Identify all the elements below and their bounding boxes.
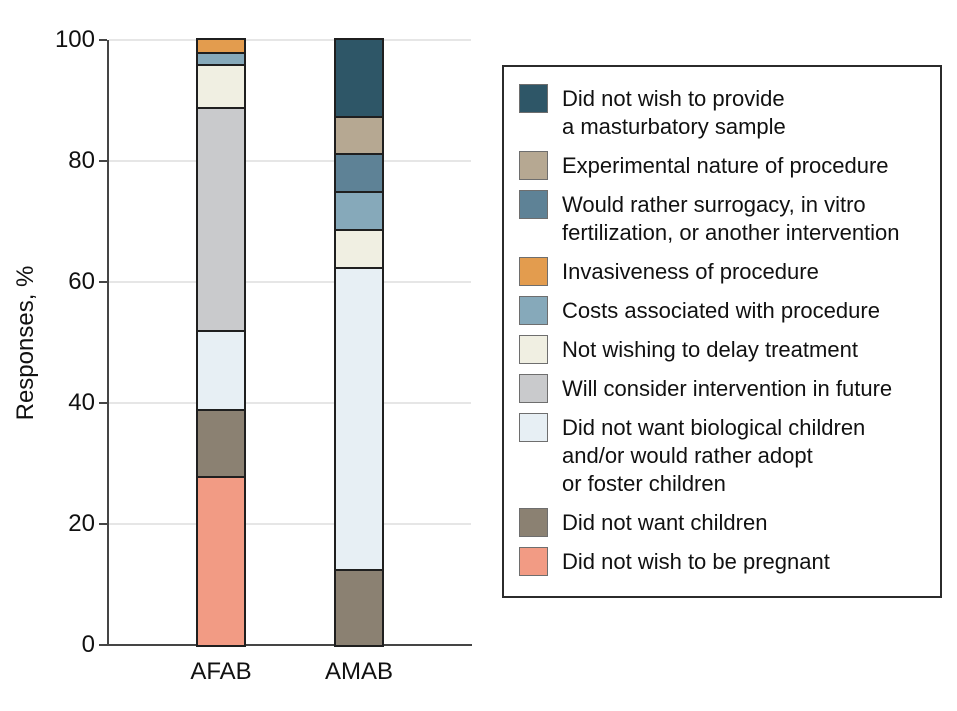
y-tick-mark [99, 523, 107, 525]
y-axis-line [107, 40, 109, 646]
legend-label-line: Costs associated with procedure [562, 298, 880, 323]
legend-item: Did not wish to be pregnant [519, 547, 932, 576]
bar-segment [198, 64, 244, 107]
legend-label: Costs associated with procedure [562, 296, 880, 325]
legend-swatch [519, 547, 548, 576]
legend-label-line: Not wishing to delay treatment [562, 337, 858, 362]
bar-segment [336, 191, 382, 230]
gridline [109, 523, 471, 525]
bar-segment [336, 229, 382, 267]
y-tick-label: 80 [68, 147, 95, 174]
legend-item: Would rather surrogacy, in vitro fertiliz… [519, 190, 932, 247]
bar-segment [336, 40, 382, 116]
gridline [109, 402, 471, 404]
bar-segment [336, 266, 382, 570]
legend-label-line: fertilization, or another intervention [562, 220, 900, 245]
legend-swatch [519, 84, 548, 113]
legend-label-line: and/or would rather adopt [562, 443, 813, 468]
y-tick-mark [99, 402, 107, 404]
y-tick-label: 20 [68, 510, 95, 537]
legend-label-line: Did not wish to provide [562, 86, 785, 111]
legend-label: Not wishing to delay treatment [562, 335, 858, 364]
legend-swatch [519, 151, 548, 180]
legend-item: Costs associated with procedure [519, 296, 932, 325]
legend-swatch [519, 257, 548, 286]
bar-segment [198, 330, 244, 410]
legend-label: Did not wish to provide a masturbatory sa… [562, 84, 786, 141]
bar-segment [198, 409, 244, 476]
legend-item: Invasiveness of procedure [519, 257, 932, 286]
bar-segment [198, 52, 244, 65]
legend-item: Did not want biological children and/or w… [519, 413, 932, 498]
legend-label-line: Did not wish to be pregnant [562, 549, 830, 574]
legend-label: Will consider intervention in future [562, 374, 892, 403]
y-tick-label: 100 [54, 26, 95, 53]
y-tick-mark [99, 39, 107, 41]
y-tick-mark [99, 644, 107, 646]
legend-label-line: Invasiveness of procedure [562, 259, 819, 284]
y-tick-mark [99, 281, 107, 283]
legend-swatch [519, 374, 548, 403]
legend-label: Would rather surrogacy, in vitro fertiliz… [562, 190, 900, 247]
legend-label-line: Did not want biological children [562, 415, 866, 440]
legend-item: Did not wish to provide a masturbatory sa… [519, 84, 932, 141]
gridline [109, 39, 471, 41]
legend-label-line: or foster children [562, 471, 726, 496]
bar-amab [334, 38, 384, 647]
legend-label: Did not wish to be pregnant [562, 547, 830, 576]
legend-swatch [519, 508, 548, 537]
legend-swatch [519, 190, 548, 219]
legend-item: Experimental nature of procedure [519, 151, 932, 180]
legend-swatch [519, 296, 548, 325]
legend-label: Experimental nature of procedure [562, 151, 889, 180]
legend-label-line: Experimental nature of procedure [562, 153, 889, 178]
legend-label: Did not want biological children and/or w… [562, 413, 865, 498]
gridline [109, 281, 471, 283]
legend-label-line: Would rather surrogacy, in vitro [562, 192, 866, 217]
y-tick-label: 40 [68, 389, 95, 416]
legend-swatch [519, 413, 548, 442]
y-tick-mark [99, 160, 107, 162]
legend-box: Did not wish to provide a masturbatory sa… [502, 65, 942, 598]
legend-label: Did not want children [562, 508, 767, 537]
legend-label-line: Did not want children [562, 510, 768, 535]
x-category-label: AMAB [324, 658, 393, 685]
legend-item: Did not want children [519, 508, 932, 537]
legend-label-line: a masturbatory sample [562, 114, 786, 139]
bar-afab [196, 38, 246, 647]
legend-item: Not wishing to delay treatment [519, 335, 932, 364]
y-tick-label: 60 [68, 268, 95, 295]
legend-item: Will consider intervention in future [519, 374, 932, 403]
bar-segment [198, 40, 244, 53]
x-category-label: AFAB [190, 658, 252, 685]
legend-label: Invasiveness of procedure [562, 257, 819, 286]
legend-swatch [519, 335, 548, 364]
bar-segment [336, 115, 382, 154]
y-tick-label: 0 [81, 631, 95, 658]
legend-label-line: Will consider intervention in future [562, 376, 893, 401]
x-axis-line [107, 644, 472, 646]
y-axis-title: Responses, % [12, 265, 39, 421]
bar-segment [198, 475, 244, 645]
bar-segment [336, 153, 382, 192]
bar-segment [198, 106, 244, 331]
bar-segment [336, 569, 382, 645]
gridline [109, 160, 471, 162]
